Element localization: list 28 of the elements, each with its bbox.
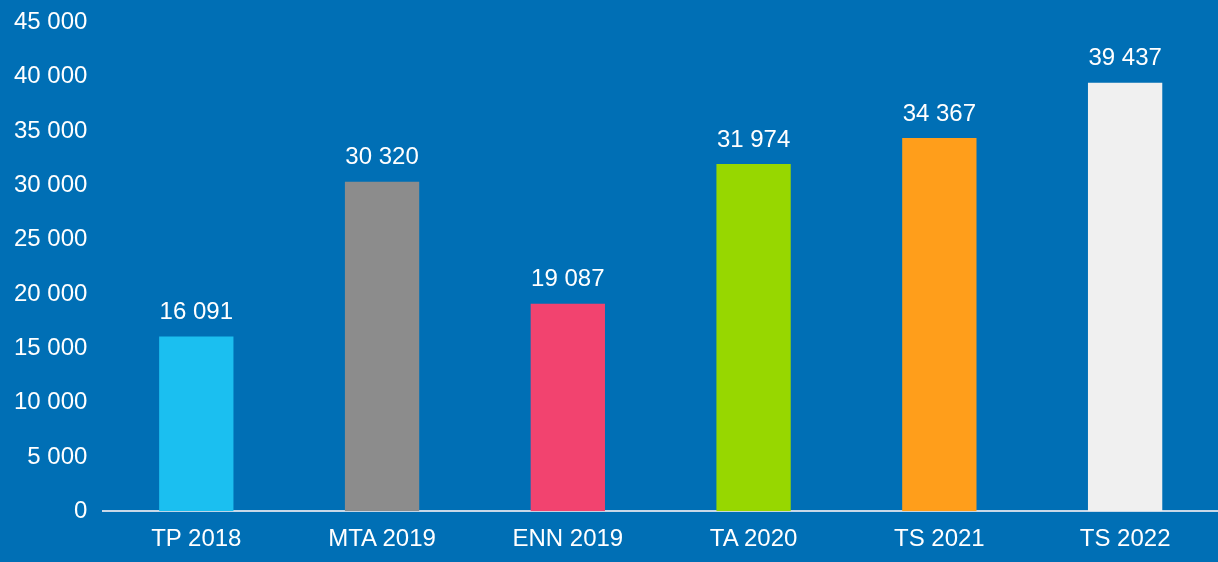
y-tick-label: 45 000 (14, 7, 88, 35)
y-tick-label: 15 000 (14, 332, 88, 360)
data-label: 16 091 (159, 297, 233, 325)
bar (716, 163, 791, 512)
bar (902, 137, 977, 512)
x-tick-label: TS 2022 (1079, 524, 1171, 552)
x-tick-label: ENN 2019 (512, 524, 624, 552)
bar (1087, 82, 1163, 512)
y-tick-label: 10 000 (14, 387, 88, 415)
bar (159, 336, 234, 512)
y-tick-label: 5 000 (27, 441, 88, 469)
data-label: 39 437 (1088, 43, 1162, 71)
data-label: 34 367 (902, 98, 977, 126)
data-label: 30 320 (345, 142, 419, 170)
y-tick-label: 35 000 (14, 115, 88, 143)
x-tick-label: TA 2020 (709, 524, 798, 552)
y-tick-label: 20 000 (14, 278, 88, 306)
data-label: 31 974 (716, 124, 791, 152)
y-tick-label: 30 000 (14, 169, 88, 197)
y-tick-label: 0 (74, 495, 88, 523)
x-tick-label: TS 2021 (893, 524, 985, 552)
data-label: 19 087 (531, 264, 605, 292)
bar (530, 303, 605, 512)
x-tick-label: MTA 2019 (328, 524, 436, 552)
x-tick-label: TP 2018 (151, 524, 242, 552)
bar (344, 181, 420, 512)
y-tick-label: 25 000 (14, 224, 88, 252)
y-tick-label: 40 000 (14, 61, 88, 89)
